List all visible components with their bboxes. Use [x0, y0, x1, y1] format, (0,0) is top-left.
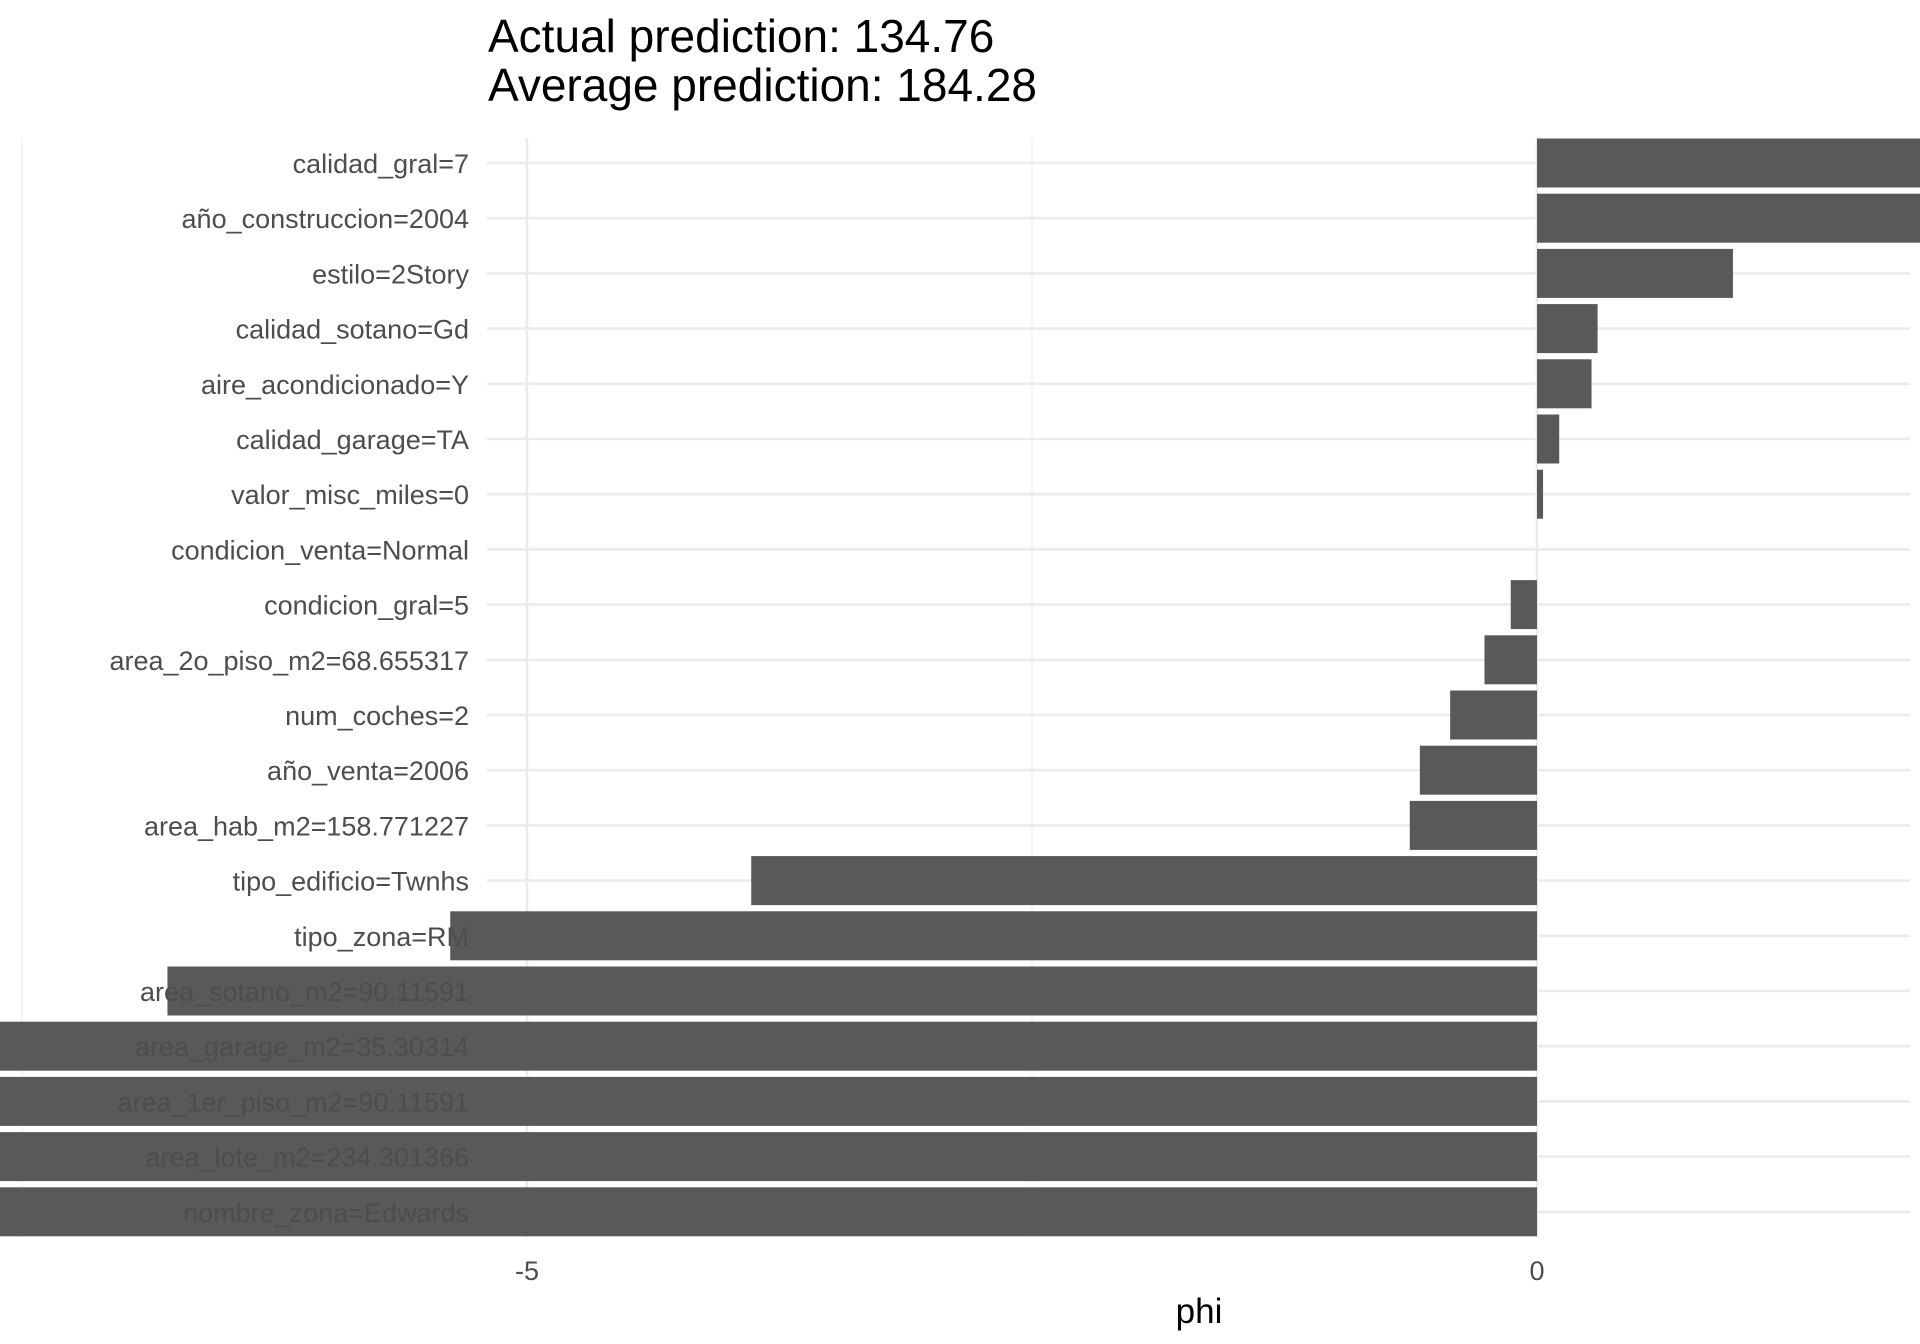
category-label: area_lote_m2=234.301366: [145, 1143, 469, 1173]
bar: [0, 1187, 1537, 1237]
category-label: año_construccion=2004: [182, 204, 469, 234]
category-label: condicion_gral=5: [264, 591, 469, 621]
x-axis-title: phi: [1176, 1292, 1223, 1331]
category-label: area_sotano_m2=90.11591: [140, 977, 469, 1007]
category-label: area_1er_piso_m2=90.11591: [117, 1087, 469, 1117]
category-labels: calidad_gral=7 año_construccion=2004estil…: [109, 149, 469, 1228]
category-label: calidad_garage=TA: [236, 425, 469, 455]
bar: [450, 911, 1537, 961]
bar: [1537, 193, 1920, 243]
category-label: condicion_venta=Normal: [171, 535, 469, 565]
bar: [1537, 469, 1544, 519]
chart-title-line-2: Average prediction: 184.28: [488, 59, 1037, 111]
category-label: area_garage_m2=35.30314: [135, 1032, 469, 1062]
bar: [167, 966, 1538, 1016]
category-label: area_hab_m2=158.771227: [144, 811, 469, 841]
bar: [751, 856, 1537, 906]
category-label: nombre_zona=Edwards: [183, 1198, 469, 1228]
category-label: aire_acondicionado=Y: [201, 370, 469, 400]
category-label: estilo=2Story: [312, 259, 469, 289]
category-label: calidad_gral=7: [293, 149, 469, 179]
bar: [1484, 635, 1537, 685]
bar: [1537, 138, 1920, 188]
category-label: num_coches=2: [285, 701, 469, 731]
bar: [1510, 580, 1537, 630]
bar: [0, 1076, 1538, 1126]
bar: [1537, 414, 1560, 464]
x-tick-label: -5: [515, 1256, 539, 1286]
bar: [1537, 248, 1733, 298]
category-label: tipo_zona=RM: [294, 922, 469, 952]
bar: [1409, 800, 1537, 850]
bar: [0, 1021, 1538, 1071]
bar: [1537, 304, 1598, 354]
grid-lines: [21, 138, 1910, 1237]
category-label: tipo_edificio=Twnhs: [233, 867, 469, 897]
x-tick-labels: -10-50: [515, 1256, 1545, 1286]
x-tick-label: 0: [1529, 1256, 1544, 1286]
category-label: calidad_sotano=Gd: [236, 315, 469, 345]
bars: [0, 138, 1920, 1237]
category-label: año_venta=2006: [267, 756, 469, 786]
bar: [0, 1132, 1538, 1182]
bar: [1419, 745, 1537, 795]
category-label: area_2o_piso_m2=68.655317: [109, 646, 469, 676]
chart-title-line-1: Actual prediction: 134.76: [488, 10, 994, 62]
bar: [1450, 690, 1537, 740]
bar: [1537, 359, 1592, 409]
category-label: valor_misc_miles=0: [231, 480, 469, 510]
